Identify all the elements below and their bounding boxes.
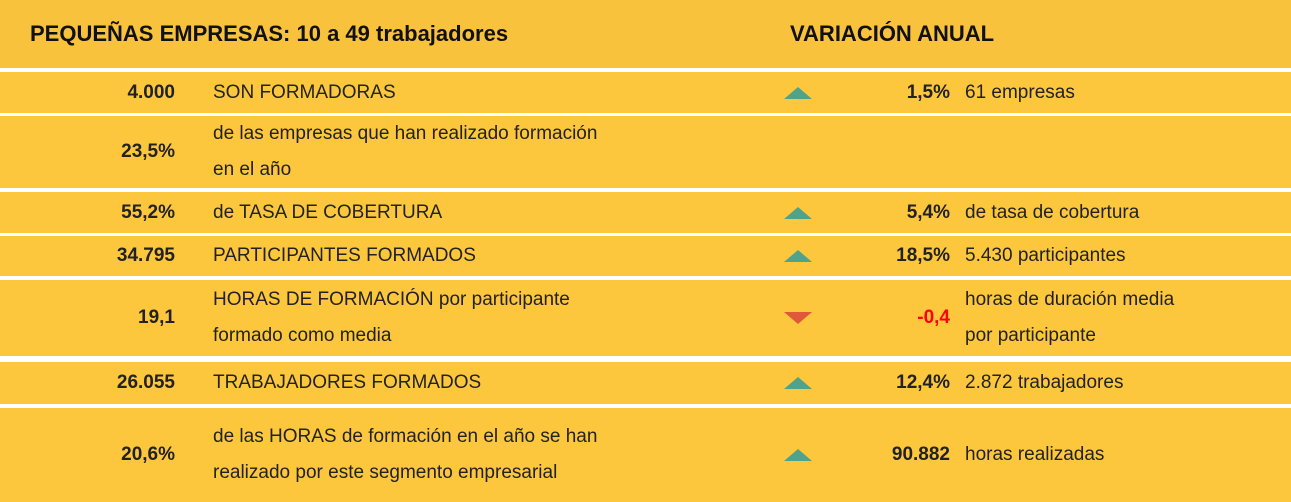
triangle (784, 377, 812, 389)
triangle (784, 206, 812, 219)
text-line: realizado por este segmento empresarial (213, 462, 558, 483)
row-text: TRABAJADORES FORMADOS (213, 362, 773, 404)
row-band: 19,1 HORAS DE FORMACIÓN por participante f… (0, 280, 1291, 356)
triangle (784, 86, 812, 99)
row-band: 26.055 TRABAJADORES FORMADOS 12,4% 2.872 tr… (0, 362, 1291, 404)
row-text: de TASA DE COBERTURA (213, 192, 773, 233)
text-line: SON FORMADORAS (213, 81, 396, 103)
row-band: 55,2% de TASA DE COBERTURA 5,4% de tasa de … (0, 192, 1291, 233)
row-band: 34.795 PARTICIPANTES FORMADOS 18,5% 5.430 p… (0, 236, 1291, 276)
header-band: PEQUEÑAS EMPRESAS: 10 a 49 trabajadores … (0, 0, 1291, 68)
row-change: 90.882 (891, 444, 950, 465)
trend-icon (784, 250, 812, 262)
row-note: de tasa de cobertura (965, 192, 1285, 233)
row-change: 1,5% (906, 81, 950, 103)
note-line: de tasa de cobertura (965, 201, 1140, 223)
note-line: 2.872 trabajadores (965, 372, 1124, 393)
row-text: PARTICIPANTES FORMADOS (213, 236, 773, 276)
text-line: PARTICIPANTES FORMADOS (213, 245, 476, 266)
note-line: 5.430 participantes (965, 245, 1126, 266)
trend-icon (784, 377, 812, 389)
trend-icon (784, 206, 812, 219)
row-text: HORAS DE FORMACIÓN por participante forma… (213, 280, 773, 356)
note-line: horas realizadas (965, 444, 1105, 465)
trend-icon (784, 86, 812, 99)
row-value: 20,6% (121, 444, 175, 465)
trend-icon (784, 449, 812, 461)
note-line: 61 empresas (965, 81, 1075, 103)
row-band: 20,6% de las HORAS de formación en el año… (0, 408, 1291, 502)
header-variation: VARIACIÓN ANUAL (790, 21, 995, 46)
note-line: por participante (965, 325, 1096, 346)
text-line: TRABAJADORES FORMADOS (213, 372, 482, 393)
text-line: en el año (213, 159, 292, 180)
triangle (784, 449, 812, 461)
row-band: 23,5% de las empresas que han realizado f… (0, 116, 1291, 188)
row-note: 5.430 participantes (965, 236, 1285, 276)
triangle (784, 312, 812, 324)
trend-icon (784, 312, 812, 324)
triangle (784, 250, 812, 262)
row-change: 18,5% (896, 245, 950, 266)
note-line: horas de duración media (965, 289, 1175, 310)
row-change: 5,4% (906, 201, 950, 223)
row-note: horas de duración media por participante (965, 280, 1285, 356)
row-band: 4.000 SON FORMADORAS 1,5% 61 empresas (0, 72, 1291, 113)
row-change: 12,4% (896, 372, 950, 393)
row-value: 19,1 (138, 307, 175, 328)
row-value: 23,5% (121, 141, 175, 162)
row-note: horas realizadas (965, 408, 1285, 502)
text-line: de las HORAS de formación en el año se h… (213, 426, 598, 447)
row-note: 2.872 trabajadores (965, 362, 1285, 404)
row-text: SON FORMADORAS (213, 72, 773, 113)
text-line: HORAS DE FORMACIÓN por participante (213, 289, 570, 310)
row-value: 34.795 (116, 245, 175, 266)
row-text: de las empresas que han realizado formac… (213, 116, 773, 188)
row-change: -0,4 (917, 307, 950, 328)
header-title: PEQUEÑAS EMPRESAS: 10 a 49 trabajadores (30, 21, 509, 46)
row-text: de las HORAS de formación en el año se h… (213, 408, 773, 502)
row-value: 4.000 (127, 81, 175, 103)
text-line: formado como media (213, 325, 392, 346)
text-line: de las empresas que han realizado formac… (213, 123, 598, 144)
row-note: 61 empresas (965, 72, 1285, 113)
row-value: 55,2% (121, 201, 175, 223)
text-line: de TASA DE COBERTURA (213, 201, 443, 223)
row-value: 26.055 (116, 372, 175, 393)
